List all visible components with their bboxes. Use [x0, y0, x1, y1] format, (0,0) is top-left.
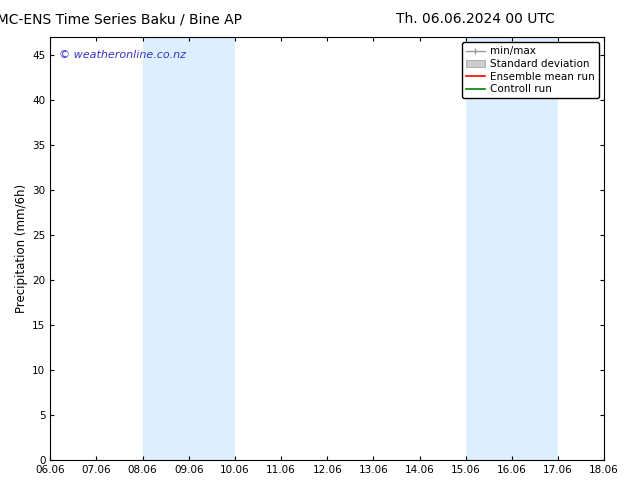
Text: Th. 06.06.2024 00 UTC: Th. 06.06.2024 00 UTC: [396, 12, 555, 26]
Y-axis label: Precipitation (mm/6h): Precipitation (mm/6h): [15, 184, 28, 313]
Bar: [143, 37, 235, 460]
Text: © weatheronline.co.nz: © weatheronline.co.nz: [58, 50, 186, 60]
Legend: min/max, Standard deviation, Ensemble mean run, Controll run: min/max, Standard deviation, Ensemble me…: [462, 42, 599, 98]
Text: CMC-ENS Time Series Baku / Bine AP: CMC-ENS Time Series Baku / Bine AP: [0, 12, 242, 26]
Bar: [465, 37, 558, 460]
